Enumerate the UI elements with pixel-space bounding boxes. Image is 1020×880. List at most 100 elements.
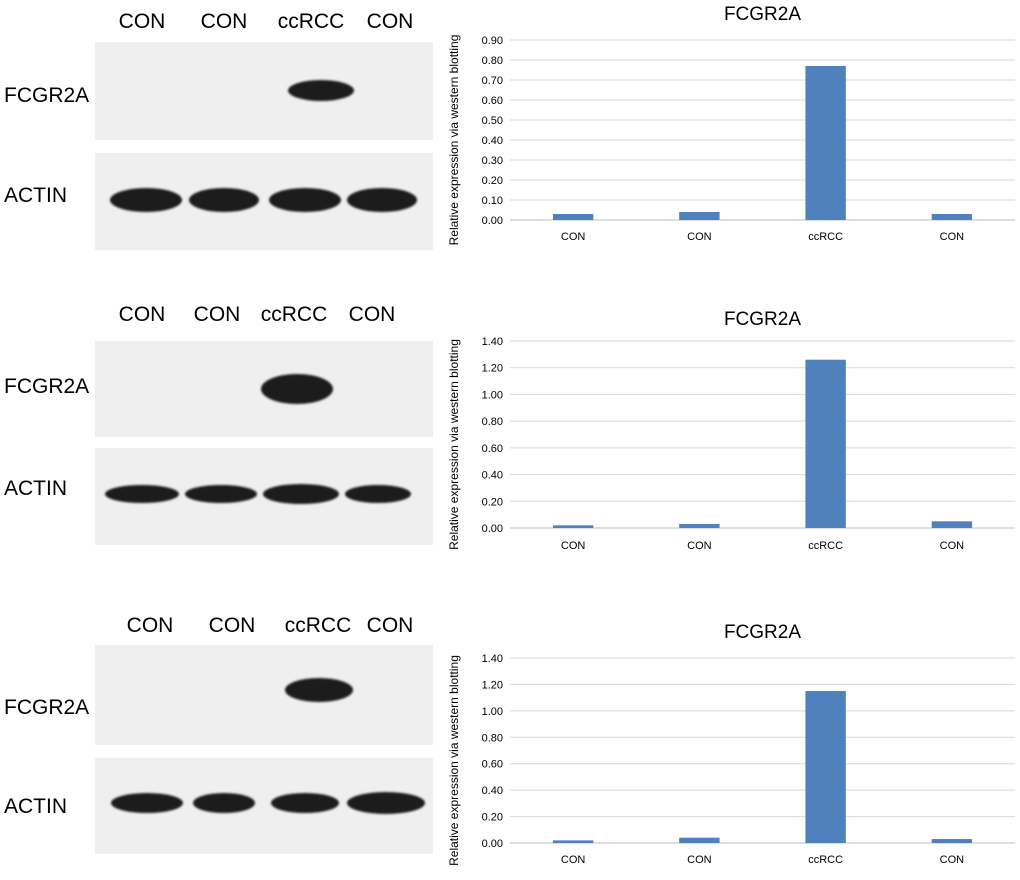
figure-row-1: CON CON ccRCC CON FCGR2A ACTIN FCGR2A 0.0… bbox=[0, 0, 1020, 290]
protein-label-actin: ACTIN bbox=[4, 795, 67, 818]
y-tick-label: 0.00 bbox=[482, 215, 503, 227]
lane-label: CON bbox=[126, 614, 174, 637]
x-tick-label: CON bbox=[561, 854, 586, 866]
y-tick-label: 0.80 bbox=[482, 732, 503, 744]
y-tick-label: 0.60 bbox=[482, 95, 503, 107]
lane-label: CON bbox=[193, 303, 241, 326]
lane-label: CON bbox=[366, 614, 414, 637]
band-actin-con-2 bbox=[193, 793, 255, 813]
bar bbox=[805, 691, 846, 843]
x-tick-label: CON bbox=[561, 540, 586, 552]
band-actin-con-1 bbox=[110, 188, 182, 212]
y-tick-label: 0.80 bbox=[482, 416, 503, 428]
y-tick-label: 0.90 bbox=[482, 35, 503, 47]
band-actin-con-3 bbox=[347, 188, 417, 212]
western-blot-2: CON CON ccRCC CON FCGR2A ACTIN bbox=[0, 295, 440, 575]
bar-chart-3: FCGR2A 0.00 0.20 0.40 0.60 0.80 1.00 1.20 1.40 CO… bbox=[447, 622, 1015, 866]
lane-label: ccRCC bbox=[277, 10, 345, 33]
band-fcgr2a-ccrcc bbox=[288, 80, 354, 101]
x-tick-label: CON bbox=[687, 854, 712, 866]
y-tick-label: 0.60 bbox=[482, 759, 503, 771]
x-tick-label: ccRCC bbox=[808, 854, 843, 866]
band-actin-ccrcc bbox=[271, 793, 339, 813]
y-tick-label: 0.20 bbox=[482, 496, 503, 508]
protein-label-fcgr2a: FCGR2A bbox=[4, 696, 90, 719]
lane-label: CON bbox=[348, 303, 396, 326]
y-tick-label: 1.20 bbox=[482, 363, 503, 375]
chart-title: FCGR2A bbox=[724, 309, 801, 330]
figure-row-2: CON CON ccRCC CON FCGR2A ACTIN FCGR2A 0.0… bbox=[0, 295, 1020, 585]
y-tick-label: 0.60 bbox=[482, 443, 503, 455]
bar bbox=[805, 66, 846, 220]
x-tick-label: ccRCC bbox=[808, 231, 843, 243]
bar bbox=[552, 525, 594, 528]
y-tick-label: 0.40 bbox=[482, 135, 503, 147]
y-tick-label: 0.50 bbox=[482, 115, 503, 127]
blot-membrane-fcgr2a bbox=[95, 645, 433, 745]
western-blot-3: CON CON ccRCC CON FCGR2A ACTIN bbox=[0, 600, 440, 880]
lane-label: CON bbox=[118, 10, 166, 33]
chart-title: FCGR2A bbox=[724, 622, 801, 643]
lane-label: CON bbox=[118, 303, 166, 326]
band-fcgr2a-ccrcc bbox=[285, 678, 353, 702]
band-actin-ccrcc bbox=[263, 484, 339, 504]
band-actin-con-2 bbox=[185, 485, 257, 503]
bar bbox=[552, 214, 594, 220]
y-tick-label: 0.00 bbox=[482, 523, 503, 535]
x-tick-label: CON bbox=[940, 231, 965, 243]
y-tick-label: 0.40 bbox=[482, 470, 503, 482]
y-tick-label: 1.40 bbox=[482, 653, 503, 665]
blot-membrane-actin bbox=[95, 153, 433, 250]
bar bbox=[552, 840, 594, 843]
western-blot-1: CON CON ccRCC CON FCGR2A ACTIN bbox=[0, 0, 440, 280]
protein-label-actin: ACTIN bbox=[4, 184, 67, 207]
band-fcgr2a-ccrcc bbox=[261, 374, 333, 404]
protein-label-fcgr2a: FCGR2A bbox=[4, 84, 90, 107]
bar bbox=[679, 837, 720, 843]
y-tick-label: 0.10 bbox=[482, 195, 503, 207]
y-tick-label: 0.40 bbox=[482, 785, 503, 797]
bar bbox=[679, 523, 720, 528]
blot-membrane-actin bbox=[95, 758, 433, 854]
bar-chart-1: FCGR2A 0.00 0.10 0.20 0.30 0.40 0.50 0.60 0.70 0.… bbox=[447, 4, 1015, 246]
y-tick-label: 0.80 bbox=[482, 55, 503, 67]
bar bbox=[805, 359, 846, 528]
lane-label: ccRCC bbox=[260, 303, 328, 326]
band-actin-con-1 bbox=[111, 793, 183, 813]
blot-membrane-actin bbox=[95, 448, 433, 545]
x-tick-label: ccRCC bbox=[808, 540, 843, 552]
bar-chart-2: FCGR2A 0.00 0.20 0.40 0.60 0.80 1.00 1.20 1.40 CO… bbox=[447, 309, 1015, 552]
x-tick-label: CON bbox=[687, 540, 712, 552]
lane-label: CON bbox=[200, 10, 248, 33]
y-tick-label: 1.00 bbox=[482, 706, 503, 718]
y-tick-label: 1.40 bbox=[482, 336, 503, 348]
lane-label: CON bbox=[366, 10, 414, 33]
bar bbox=[931, 521, 973, 528]
band-actin-con-1 bbox=[105, 485, 179, 503]
y-tick-label: 1.20 bbox=[482, 679, 503, 691]
band-actin-con-3 bbox=[347, 792, 425, 814]
y-tick-label: 0.30 bbox=[482, 155, 503, 167]
x-tick-label: CON bbox=[940, 540, 965, 552]
x-tick-label: CON bbox=[687, 231, 712, 243]
bar bbox=[931, 214, 973, 220]
y-tick-label: 0.20 bbox=[482, 812, 503, 824]
chart-title: FCGR2A bbox=[724, 4, 801, 25]
protein-label-actin: ACTIN bbox=[4, 477, 67, 500]
x-tick-label: CON bbox=[940, 854, 965, 866]
band-actin-ccrcc bbox=[269, 188, 341, 212]
bar bbox=[931, 839, 973, 843]
bar bbox=[679, 212, 720, 220]
y-axis-label: Relative expression via western blotting bbox=[447, 339, 461, 550]
blot-membrane-fcgr2a bbox=[95, 341, 433, 437]
y-tick-label: 0.00 bbox=[482, 838, 503, 850]
y-tick-label: 0.70 bbox=[482, 75, 503, 87]
lane-label: CON bbox=[208, 614, 256, 637]
y-tick-label: 1.00 bbox=[482, 389, 503, 401]
x-tick-label: CON bbox=[561, 231, 586, 243]
y-axis-label: Relative expression via western blotting bbox=[447, 655, 461, 866]
band-actin-con-2 bbox=[189, 188, 259, 212]
blot-membrane-fcgr2a bbox=[95, 42, 433, 140]
y-axis-label: Relative expression via western blotting bbox=[447, 35, 461, 246]
figure-row-3: CON CON ccRCC CON FCGR2A ACTIN FCGR2A 0.0… bbox=[0, 600, 1020, 872]
